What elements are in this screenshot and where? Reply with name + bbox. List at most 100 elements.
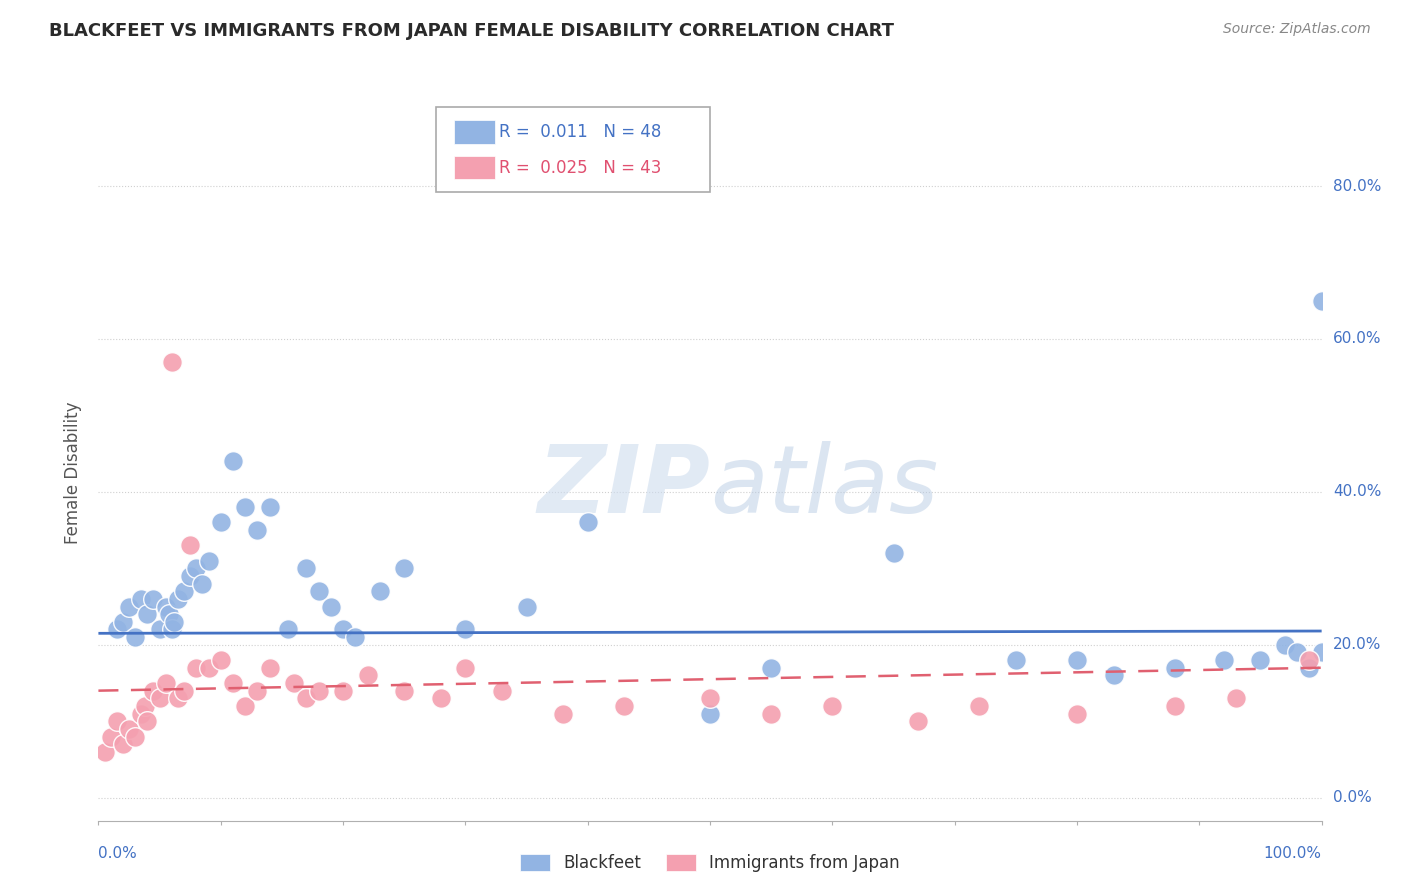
Point bbox=[124, 730, 146, 744]
Point bbox=[163, 615, 186, 629]
Point bbox=[186, 661, 208, 675]
Point bbox=[136, 714, 159, 729]
Text: 0.0%: 0.0% bbox=[1333, 790, 1371, 805]
Point bbox=[1225, 691, 1247, 706]
Point bbox=[129, 706, 152, 721]
Point bbox=[907, 714, 929, 729]
Point bbox=[1164, 698, 1187, 713]
Point bbox=[167, 691, 190, 706]
Point bbox=[1102, 668, 1125, 682]
Point bbox=[111, 615, 134, 629]
Point bbox=[105, 714, 128, 729]
Point bbox=[160, 355, 183, 369]
Point bbox=[129, 591, 152, 606]
Point bbox=[173, 584, 195, 599]
Point bbox=[283, 676, 305, 690]
Point bbox=[308, 683, 330, 698]
Point bbox=[1066, 706, 1088, 721]
Point bbox=[392, 561, 416, 575]
Text: R =  0.011   N = 48: R = 0.011 N = 48 bbox=[499, 123, 661, 141]
Point bbox=[454, 623, 477, 637]
Point bbox=[516, 599, 538, 614]
Point bbox=[332, 623, 354, 637]
Point bbox=[761, 706, 783, 721]
Point bbox=[553, 706, 575, 721]
Point bbox=[142, 683, 165, 698]
Point bbox=[821, 698, 844, 713]
Point bbox=[259, 661, 281, 675]
Point bbox=[186, 561, 208, 575]
Text: atlas: atlas bbox=[710, 442, 938, 533]
Text: 40.0%: 40.0% bbox=[1333, 484, 1381, 500]
Text: R =  0.025   N = 43: R = 0.025 N = 43 bbox=[499, 159, 661, 177]
Point bbox=[308, 584, 330, 599]
Point bbox=[277, 623, 299, 637]
Point bbox=[1164, 661, 1187, 675]
Point bbox=[295, 561, 318, 575]
Point bbox=[259, 500, 281, 515]
Point bbox=[1310, 645, 1333, 659]
Point bbox=[319, 599, 342, 614]
Point bbox=[491, 683, 513, 698]
Point bbox=[613, 698, 636, 713]
Point bbox=[124, 630, 146, 644]
Point bbox=[222, 676, 245, 690]
Point bbox=[142, 591, 165, 606]
Point bbox=[173, 683, 195, 698]
Point bbox=[179, 569, 201, 583]
Text: BLACKFEET VS IMMIGRANTS FROM JAPAN FEMALE DISABILITY CORRELATION CHART: BLACKFEET VS IMMIGRANTS FROM JAPAN FEMAL… bbox=[49, 22, 894, 40]
Point bbox=[356, 668, 378, 682]
Point bbox=[430, 691, 453, 706]
Point bbox=[368, 584, 391, 599]
Point bbox=[167, 591, 190, 606]
Point bbox=[246, 523, 269, 537]
Text: ZIP: ZIP bbox=[537, 441, 710, 533]
Text: 80.0%: 80.0% bbox=[1333, 178, 1381, 194]
Point bbox=[1274, 638, 1296, 652]
Point bbox=[1310, 293, 1333, 308]
Point bbox=[149, 623, 172, 637]
Point bbox=[136, 607, 159, 622]
Point bbox=[1004, 653, 1026, 667]
Point bbox=[209, 516, 232, 530]
Point bbox=[209, 653, 232, 667]
Point bbox=[160, 623, 183, 637]
Point bbox=[1250, 653, 1272, 667]
Text: 0.0%: 0.0% bbox=[98, 846, 138, 861]
Point bbox=[157, 607, 180, 622]
Point bbox=[93, 745, 115, 759]
Point bbox=[118, 599, 141, 614]
Point bbox=[197, 661, 219, 675]
Point bbox=[155, 676, 177, 690]
Point bbox=[699, 706, 721, 721]
Point bbox=[344, 630, 367, 644]
Point bbox=[155, 599, 177, 614]
Point bbox=[1298, 661, 1320, 675]
Point bbox=[967, 698, 990, 713]
Legend: Blackfeet, Immigrants from Japan: Blackfeet, Immigrants from Japan bbox=[513, 847, 907, 879]
Point bbox=[1298, 653, 1320, 667]
Point bbox=[233, 500, 256, 515]
Point bbox=[699, 691, 721, 706]
Point bbox=[246, 683, 269, 698]
Text: 100.0%: 100.0% bbox=[1264, 846, 1322, 861]
Point bbox=[191, 576, 214, 591]
Y-axis label: Female Disability: Female Disability bbox=[65, 401, 83, 544]
Point bbox=[197, 554, 219, 568]
Point bbox=[233, 698, 256, 713]
Point bbox=[295, 691, 318, 706]
Point bbox=[883, 546, 905, 560]
Point bbox=[134, 698, 156, 713]
Point bbox=[1212, 653, 1234, 667]
Point bbox=[111, 737, 134, 751]
Point bbox=[332, 683, 354, 698]
Point bbox=[392, 683, 416, 698]
Text: Source: ZipAtlas.com: Source: ZipAtlas.com bbox=[1223, 22, 1371, 37]
Point bbox=[100, 730, 122, 744]
Point bbox=[761, 661, 783, 675]
Point bbox=[149, 691, 172, 706]
Point bbox=[1066, 653, 1088, 667]
Text: 60.0%: 60.0% bbox=[1333, 332, 1381, 346]
Point bbox=[454, 661, 477, 675]
Point bbox=[222, 454, 245, 468]
